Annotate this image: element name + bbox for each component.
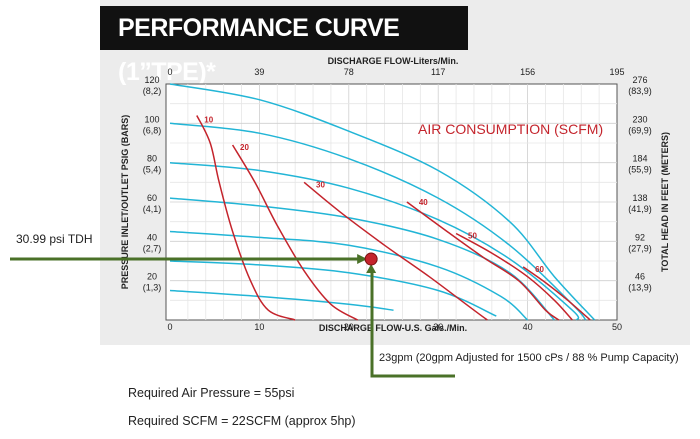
x-top-tick-label: 117 (431, 67, 445, 77)
y-left-tick-bar: (4,1) (143, 204, 162, 214)
x-top-axis-label: DISCHARGE FLOW-Liters/Min. (328, 56, 459, 66)
y-right-tick-feet: 138 (632, 193, 647, 203)
air-curve-label-10: 10 (204, 115, 213, 124)
x-bottom-tick-label: 40 (523, 322, 533, 332)
y-left-tick-bar: (1,3) (143, 283, 162, 293)
x-bottom-tick-label: 20 (344, 322, 354, 332)
y-left-tick-psi: 100 (144, 114, 159, 124)
x-top-tick-label: 195 (609, 67, 624, 77)
summary-air-pressure: Required Air Pressure = 55psi (128, 386, 295, 400)
y-right-tick-m: (55,9) (628, 165, 652, 175)
y-right-tick-feet: 92 (635, 232, 645, 242)
x-bottom-tick-label: 30 (433, 322, 443, 332)
y-left-tick-bar: (6,8) (143, 125, 162, 135)
tdh-arrow-icon (357, 254, 368, 265)
air-curve-40 (406, 201, 560, 321)
y-right-tick-feet: 230 (632, 114, 647, 124)
page-title: PERFORMANCE CURVE (1”TPE)* (100, 6, 468, 86)
x-top-tick-label: 39 (254, 67, 264, 77)
flow-annotation: 23gpm (20gpm Adjusted for 1500 cPs / 88 … (379, 352, 679, 364)
x-bottom-tick-label: 50 (612, 322, 622, 332)
pressure-curve-3 (169, 161, 580, 321)
y-right-tick-m: (27,9) (628, 243, 652, 253)
pressure-curve-5 (169, 230, 529, 321)
x-bottom-axis-label: DISCHARGE FLOW-U.S. Gals./Min. (319, 323, 467, 333)
y-left-tick-bar: (8,2) (143, 86, 162, 96)
axes-layer: 0 10 20 30 40 50 0 39 78 117 156 195 DISCHARGE FLOW-… (120, 56, 670, 333)
tdh-annotation: 30.99 psi TDH (16, 232, 93, 246)
y-right-tick-feet: 46 (635, 272, 645, 282)
air-curve-label-60: 60 (535, 265, 544, 274)
operating-layer (10, 252, 455, 378)
y-left-tick-psi: 120 (144, 75, 159, 85)
y-right-tick-feet: 276 (632, 75, 647, 85)
y-left-tick-bar: (5,4) (143, 165, 162, 175)
pressure-curve-1 (169, 83, 596, 321)
pressure-curve-6 (169, 260, 497, 317)
air-curve-50 (455, 232, 573, 321)
air-curve-30 (303, 181, 488, 321)
air-curve-20 (231, 144, 359, 321)
pressure-curve-4 (169, 197, 555, 321)
flow-arrow-icon (366, 264, 377, 274)
summary-scfm: Required SCFM = 22SCFM (approx 5hp) (128, 414, 356, 428)
y-left-tick-psi: 20 (147, 272, 157, 282)
y-right-axis-label: TOTAL HEAD IN FEET (METERS) (660, 132, 670, 272)
y-right-tick-m: (13,9) (628, 283, 652, 293)
y-left-tick-psi: 40 (147, 232, 157, 242)
grid (170, 84, 617, 320)
air-consumption-title: AIR CONSUMPTION (SCFM) (418, 121, 603, 137)
flow-line (370, 268, 455, 378)
y-right-tick-feet: 184 (632, 154, 647, 164)
x-bottom-tick-label: 10 (254, 322, 264, 332)
air-curve-label-40: 40 (419, 198, 428, 207)
operating-point (364, 252, 378, 266)
x-top-tick-label: 0 (167, 67, 172, 77)
y-left-axis-label: PRESSURE INLET/OUTLET PSIG (BARS) (120, 115, 130, 290)
series-layer: 10 20 30 40 50 60 AIR CONSUMPTION (SCFM) (169, 83, 603, 321)
air-curve-label-20: 20 (240, 143, 249, 152)
x-top-tick-label: 78 (344, 67, 354, 77)
y-right-tick-m: (41,9) (628, 204, 652, 214)
x-bottom-tick-label: 0 (167, 322, 172, 332)
x-top-tick-label: 156 (520, 67, 535, 77)
air-curve-60 (522, 266, 591, 321)
y-left-tick-bar: (2,7) (143, 243, 162, 253)
y-left-tick-psi: 80 (147, 154, 157, 164)
y-left-tick-psi: 60 (147, 193, 157, 203)
air-curve-10 (196, 115, 296, 321)
y-right-tick-m: (69,9) (628, 125, 652, 135)
y-right-tick-m: (83,9) (628, 86, 652, 96)
air-curve-label-50: 50 (468, 231, 477, 240)
air-curve-label-30: 30 (316, 180, 325, 189)
